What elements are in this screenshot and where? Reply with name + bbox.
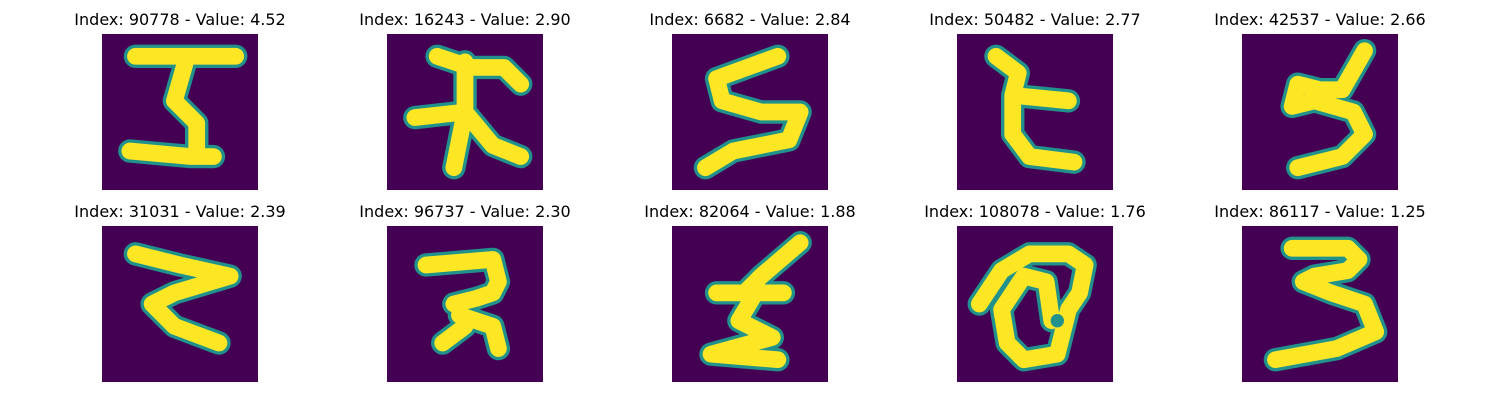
digit-image [672,34,828,190]
panel-8: Index: 82064 - Value: 1.88 [620,200,880,385]
panel-title: Index: 50482 - Value: 2.77 [929,10,1141,29]
glyph-core [987,47,1083,171]
digit-image [102,226,258,382]
glyph-core [970,245,1094,369]
digit-image [387,34,543,190]
digit-image [1242,226,1398,382]
panel-title: Index: 96737 - Value: 2.30 [359,202,571,221]
glyph-core [127,245,239,352]
digit-image [957,226,1113,382]
panel-title: Index: 86117 - Value: 1.25 [1214,202,1426,221]
glyph-core [697,47,809,177]
glyph-core [702,234,809,369]
digit-image [1242,34,1398,190]
panel-title: Index: 31031 - Value: 2.39 [74,202,286,221]
panel-10: Index: 86117 - Value: 1.25 [1190,200,1450,385]
glyph-hole [1050,314,1064,328]
glyph-core [406,47,530,177]
glyph-core [1283,42,1373,177]
panel-3: Index: 6682 - Value: 2.84 [620,8,880,193]
panel-title: Index: 16243 - Value: 2.90 [359,10,571,29]
panel-title: Index: 42537 - Value: 2.66 [1214,10,1426,29]
glyph-core [121,47,245,165]
panel-5: Index: 42537 - Value: 2.66 [1190,8,1450,193]
panel-6: Index: 31031 - Value: 2.39 [50,200,310,385]
glyph-core [1267,239,1385,369]
panel-title: Index: 6682 - Value: 2.84 [649,10,851,29]
panel-title: Index: 82064 - Value: 1.88 [644,202,856,221]
digit-image [102,34,258,190]
panel-title: Index: 90778 - Value: 4.52 [74,10,286,29]
digit-image [672,226,828,382]
panel-2: Index: 16243 - Value: 2.90 [335,8,595,193]
panel-9: Index: 108078 - Value: 1.76 [905,200,1165,385]
glyph-core [417,251,507,357]
panel-1: Index: 90778 - Value: 4.52 [50,8,310,193]
panel-7: Index: 96737 - Value: 2.30 [335,200,595,385]
digit-image [387,226,543,382]
panel-4: Index: 50482 - Value: 2.77 [905,8,1165,193]
panel-title: Index: 108078 - Value: 1.76 [924,202,1146,221]
digit-image [957,34,1113,190]
